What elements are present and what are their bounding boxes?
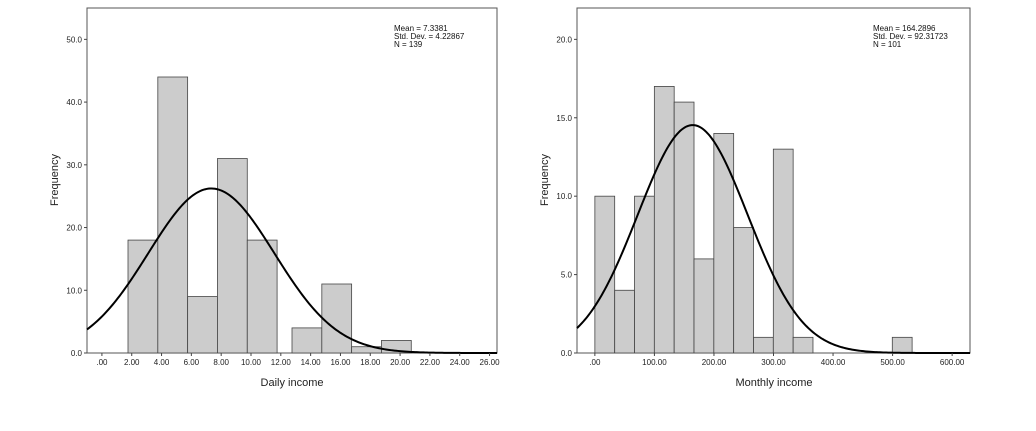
y-tick-labels: 0.0 5.0 10.0 15.0 20.0: [556, 35, 577, 358]
histogram-bar: [614, 289, 635, 354]
x-axis-label: Monthly income: [735, 377, 812, 389]
y-tick-label: 30.0: [66, 161, 82, 170]
x-tick-label: 400.00: [821, 358, 846, 367]
x-tick-label: 100.00: [642, 358, 667, 367]
y-tick-label: 15.0: [556, 114, 572, 123]
x-tick-label: 2.00: [124, 358, 140, 367]
histogram-bar: [753, 336, 774, 354]
normal-curve: [576, 124, 970, 354]
y-tick-label: 10.0: [66, 286, 82, 295]
x-tick-label: 8.00: [213, 358, 229, 367]
histogram-bar: [772, 148, 794, 354]
x-tick-label: 16.00: [330, 358, 351, 367]
y-axis-label: Frequency: [49, 154, 61, 206]
histogram-bar: [713, 133, 735, 354]
x-axis-label: Daily income: [261, 377, 324, 389]
stat-mean: Mean = 7.3381: [394, 24, 448, 33]
x-tick-label: 20.00: [390, 358, 411, 367]
histogram-bar: [693, 258, 715, 354]
x-tick-label: 500.00: [880, 358, 905, 367]
histogram-bar: [187, 296, 218, 354]
y-tick-label: 50.0: [66, 35, 82, 44]
x-tick-label: 14.00: [301, 358, 322, 367]
histogram-bar: [634, 195, 655, 354]
histogram-bar: [217, 158, 248, 354]
x-tick-label: 10.00: [241, 358, 262, 367]
stat-n: N = 101: [873, 40, 902, 49]
bars: [594, 86, 913, 354]
stat-std-dev: Std. Dev. = 92.31723: [873, 32, 948, 41]
bars: [127, 76, 412, 354]
histogram-bar: [594, 195, 616, 354]
y-tick-label: 40.0: [66, 98, 82, 107]
x-tick-label: 12.00: [271, 358, 292, 367]
x-tick-label: 4.00: [154, 358, 170, 367]
histogram-bar: [246, 239, 278, 354]
x-tick-label: .00: [96, 358, 108, 367]
histogram-bar: [321, 283, 353, 354]
y-tick-label: 10.0: [556, 192, 572, 201]
x-tick-labels: .00 100.00 200.00 300.00 400.00 500.00 600.00: [589, 353, 965, 367]
histogram-bar: [157, 76, 189, 354]
histogram-bar: [792, 336, 814, 354]
stat-n: N = 139: [394, 40, 423, 49]
stat-mean: Mean = 164.2896: [873, 24, 936, 33]
x-tick-label: 22.00: [420, 358, 441, 367]
x-tick-label: 600.00: [940, 358, 965, 367]
x-tick-label: 24.00: [450, 358, 471, 367]
x-tick-label: 26.00: [480, 358, 501, 367]
y-tick-label: 20.0: [66, 224, 82, 233]
y-axis-label: Frequency: [539, 154, 551, 206]
histogram-bar: [673, 101, 695, 354]
monthly-income-chart: .00 100.00 200.00 300.00 400.00 500.00 600.00 …: [539, 7, 971, 389]
normal-curve: [86, 187, 497, 354]
daily-income-chart: .00 2.00 4.00 6.00 8.00 10.00 12.00 14.00 16.00 1…: [49, 7, 500, 389]
x-tick-label: .00: [589, 358, 601, 367]
x-tick-label: 18.00: [360, 358, 381, 367]
histogram-bar: [891, 336, 913, 354]
y-tick-label: 20.0: [556, 35, 572, 44]
x-tick-label: 6.00: [184, 358, 200, 367]
histogram-bar: [291, 327, 323, 354]
y-tick-label: 0.0: [71, 349, 83, 358]
y-tick-label: 5.0: [561, 271, 573, 280]
histogram-bar: [127, 239, 159, 354]
x-tick-labels: .00 2.00 4.00 6.00 8.00 10.00 12.00 14.00 16.00 1…: [96, 353, 500, 367]
histogram-bar: [733, 227, 754, 354]
x-tick-label: 300.00: [761, 358, 786, 367]
histogram-bar: [653, 86, 675, 354]
x-tick-label: 200.00: [702, 358, 727, 367]
stat-std-dev: Std. Dev. = 4.22867: [394, 32, 465, 41]
y-tick-labels: 0.0 10.0 20.0 30.0 40.0 50.0: [66, 35, 87, 358]
y-tick-label: 0.0: [561, 349, 573, 358]
